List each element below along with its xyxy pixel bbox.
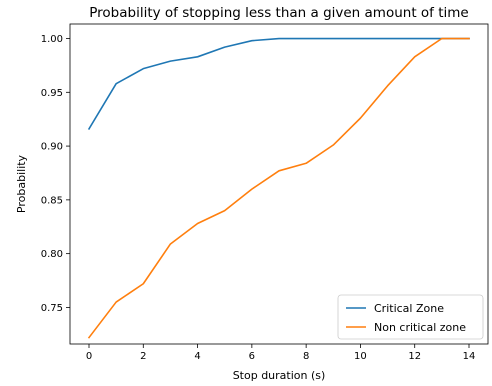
- plot-area-frame: [69, 23, 489, 345]
- series-layer: [87, 37, 470, 339]
- x-tick-label: 6: [249, 351, 255, 362]
- y-axis-label: Probability: [15, 154, 28, 213]
- x-tick-label: 2: [140, 351, 146, 362]
- legend-box: [337, 294, 484, 340]
- series-line-non-critical-zone: [87, 37, 470, 339]
- x-tick-label: 14: [463, 351, 476, 362]
- legend: Critical Zone Non critical zone: [337, 294, 484, 340]
- y-tick-label: 0.95: [41, 88, 63, 99]
- x-tick-label: 0: [86, 351, 92, 362]
- y-tick-label: 1.00: [41, 34, 63, 45]
- x-axis: 0 2 4 6 8 10 12 14: [86, 344, 476, 362]
- x-tick-label: 10: [354, 351, 367, 362]
- chart-title: Probability of stopping less than a give…: [89, 5, 468, 21]
- x-tick-label: 8: [303, 351, 309, 362]
- y-tick-label: 0.80: [41, 249, 63, 260]
- x-axis-label: Stop duration (s): [233, 369, 326, 382]
- legend-label: Non critical zone: [374, 321, 466, 334]
- y-tick-label: 0.75: [41, 303, 63, 314]
- y-tick-label: 0.85: [41, 195, 63, 206]
- y-axis: 0.75 0.80 0.85 0.90 0.95 1.00: [41, 34, 70, 314]
- series-line-critical-zone: [87, 37, 470, 130]
- x-tick-label: 12: [408, 351, 421, 362]
- legend-label: Critical Zone: [374, 302, 444, 315]
- x-tick-label: 4: [194, 351, 200, 362]
- y-tick-label: 0.90: [41, 142, 63, 153]
